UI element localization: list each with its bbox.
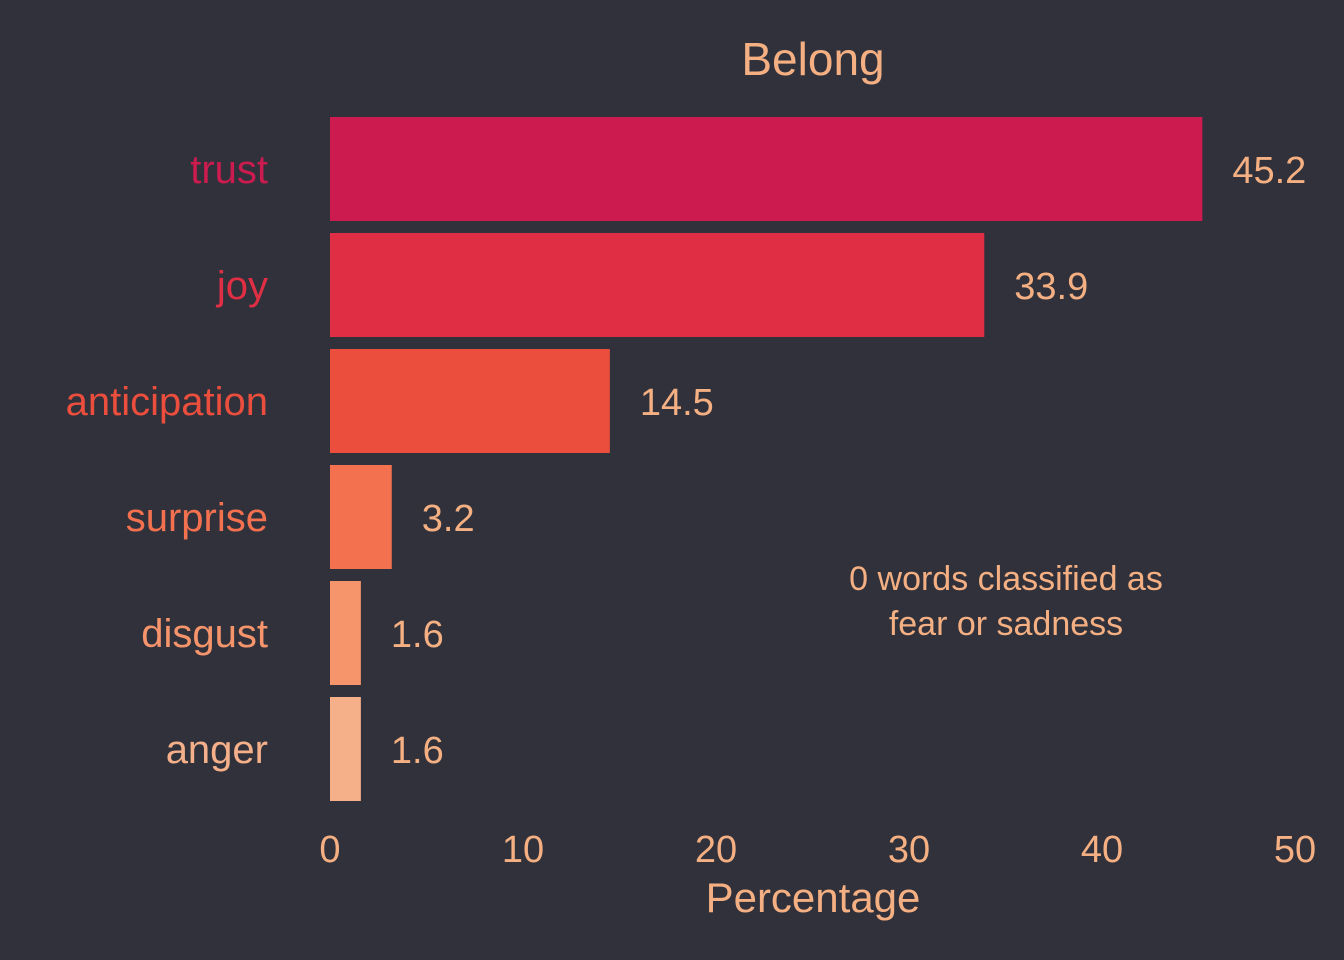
category-label-trust: trust xyxy=(190,148,268,192)
bar-anger xyxy=(330,697,361,801)
bars-group xyxy=(330,117,1203,801)
chart-title: Belong xyxy=(741,33,884,85)
value-label-disgust: 1.6 xyxy=(391,614,444,656)
value-label-surprise: 3.2 xyxy=(422,498,475,540)
bar-disgust xyxy=(330,581,361,685)
x-tick-40: 40 xyxy=(1081,829,1123,871)
category-label-surprise: surprise xyxy=(126,496,268,540)
category-labels-group: trust joy anticipation surprise disgust anger xyxy=(66,148,268,772)
x-tick-50: 50 xyxy=(1274,829,1316,871)
x-axis-label: Percentage xyxy=(706,874,921,921)
bar-anticipation xyxy=(330,349,610,453)
value-label-anger: 1.6 xyxy=(391,730,444,772)
value-label-joy: 33.9 xyxy=(1014,266,1088,308)
category-label-anger: anger xyxy=(166,728,268,772)
x-tick-0: 0 xyxy=(319,829,340,871)
x-tick-30: 30 xyxy=(888,829,930,871)
x-tick-10: 10 xyxy=(502,829,544,871)
value-label-trust: 45.2 xyxy=(1232,150,1306,192)
category-label-disgust: disgust xyxy=(141,612,268,656)
category-label-anticipation: anticipation xyxy=(66,380,268,424)
value-labels-group: 45.2 33.9 14.5 3.2 1.6 1.6 xyxy=(391,150,1306,772)
x-tick-20: 20 xyxy=(695,829,737,871)
value-label-anticipation: 14.5 xyxy=(640,382,714,424)
bar-joy xyxy=(330,233,985,337)
category-label-joy: joy xyxy=(216,264,268,308)
bar-trust xyxy=(330,117,1203,221)
x-tick-labels-group: 0 10 20 30 40 50 xyxy=(319,829,1316,871)
annotation-line-2: fear or sadness xyxy=(889,605,1123,643)
annotation-line-1: 0 words classified as xyxy=(849,560,1163,598)
bar-surprise xyxy=(330,465,392,569)
